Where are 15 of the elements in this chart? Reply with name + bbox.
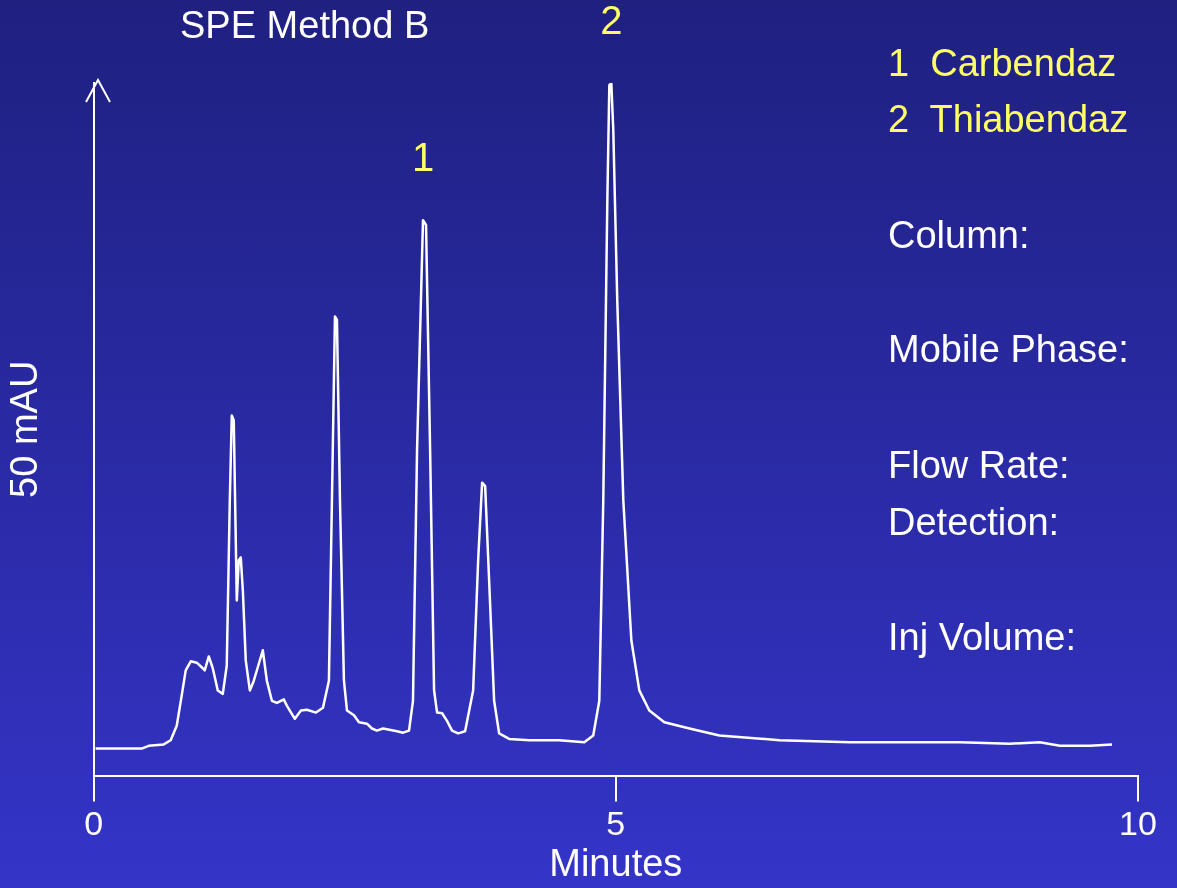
annotation: 1 Carbendaz	[888, 42, 1117, 84]
chart-title: SPE Method B	[180, 4, 430, 46]
x-axis-title: Minutes	[549, 841, 683, 884]
annotation: 1	[411, 135, 435, 180]
annotation: Detection:	[888, 501, 1060, 543]
y-axis-title: 50 mAU	[3, 360, 46, 498]
annotation: Flow Rate:	[888, 444, 1070, 486]
annotation: 2	[600, 0, 623, 43]
annotation: Inj Volume:	[888, 616, 1076, 658]
annotation: 2 Thiabendaz	[888, 98, 1129, 140]
x-tick-label: 10	[1119, 804, 1157, 843]
annotation: Column:	[888, 214, 1030, 256]
annotation: Mobile Phase:	[888, 328, 1129, 370]
x-tick-label: 0	[84, 804, 104, 843]
x-tick-label: 5	[606, 804, 626, 843]
